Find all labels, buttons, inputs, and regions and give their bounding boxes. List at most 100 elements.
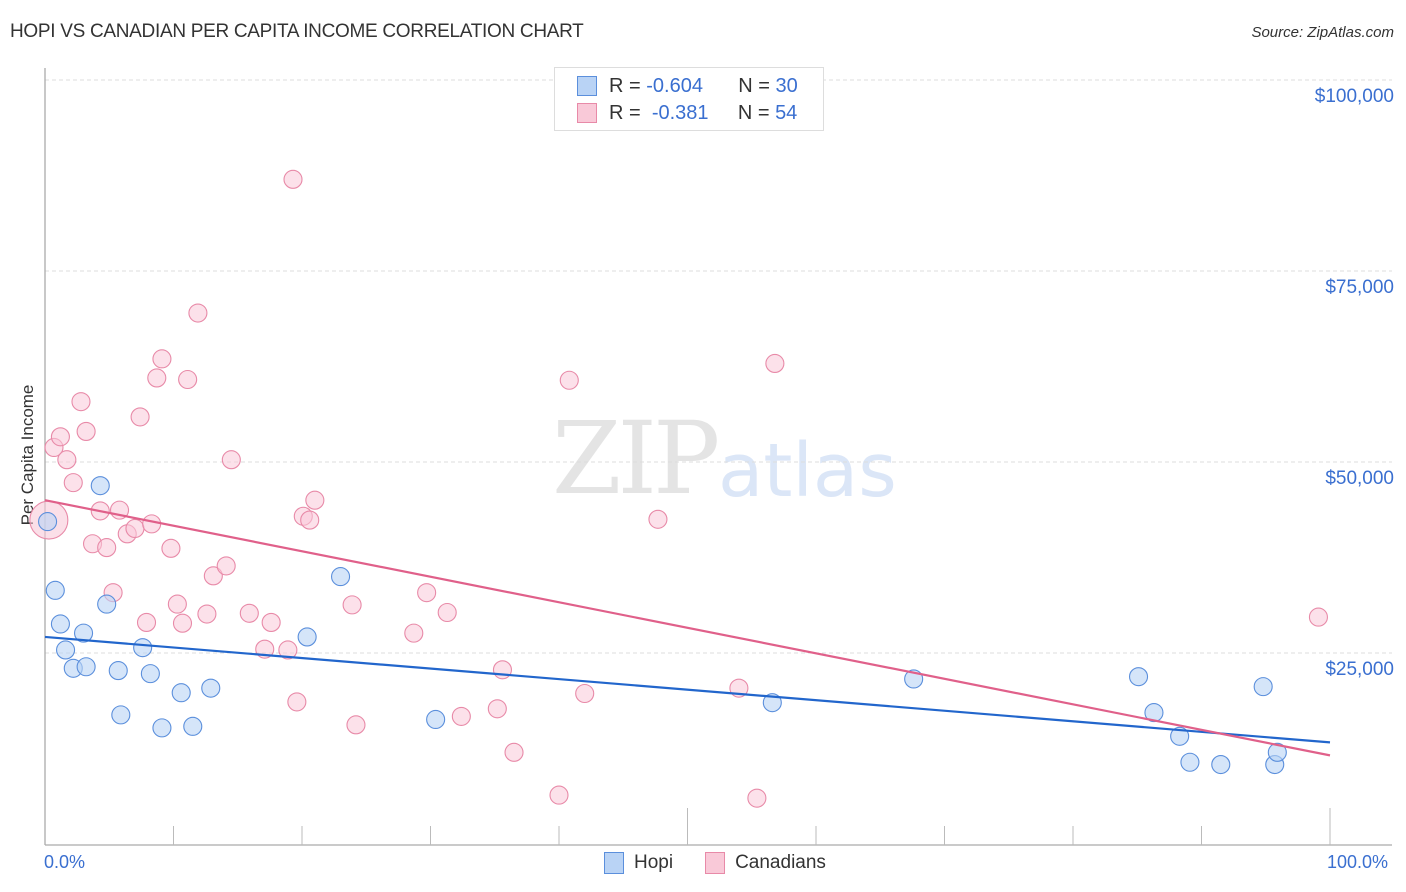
canadians-data-point	[167, 594, 187, 614]
hopi-data-point	[50, 614, 70, 634]
canadians-n-label: N =	[737, 101, 770, 124]
legend-row-canadians: R = -0.381 N = 54	[577, 101, 797, 125]
canadians-data-point	[216, 556, 236, 576]
canadians-data-point	[178, 369, 198, 390]
canadians-data-point	[125, 518, 145, 539]
hopi-data-point	[97, 594, 117, 614]
canadians-data-point	[747, 788, 767, 808]
canadians-data-point	[203, 566, 223, 586]
canadians-data-point	[147, 368, 167, 388]
canadians-data-point	[504, 742, 524, 762]
series-legend: Hopi Canadians	[604, 852, 826, 874]
canadians-data-point	[648, 509, 668, 529]
canadians-data-point	[63, 473, 83, 493]
hopi-r-value: -0.604	[646, 74, 703, 97]
canadians-data-point	[300, 510, 320, 530]
canadians-data-point	[346, 715, 366, 735]
canadians-trend-line	[44, 499, 1331, 757]
canadians-data-point	[239, 603, 259, 623]
canadians-data-point	[559, 370, 579, 390]
x-tick-max: 100.0%	[1327, 852, 1389, 872]
hopi-data-point	[1144, 703, 1164, 723]
trend-lines	[44, 499, 1331, 757]
y-tick-50000: $50,000	[1325, 468, 1394, 489]
hopi-data-point	[74, 623, 94, 643]
canadians-data-point	[765, 353, 785, 373]
watermark-zip: ZIP	[552, 400, 720, 517]
hopi-data-point	[152, 718, 172, 738]
legend-row-hopi: R = -0.604 N = 30	[577, 74, 798, 98]
hopi-data-point	[45, 580, 65, 600]
correlation-legend: R = -0.604 N = 30 R = -0.381 N = 54	[554, 67, 824, 131]
canadians-data-point	[278, 640, 298, 660]
hopi-legend-icon	[604, 852, 624, 874]
hopi-data-point	[108, 661, 128, 681]
source-label: Source: ZipAtlas.com	[1251, 24, 1394, 41]
canadians-r-value: -0.381	[651, 101, 709, 124]
gridlines	[45, 79, 1392, 654]
canadians-data-point	[161, 538, 181, 558]
hopi-points	[38, 476, 1287, 775]
canadians-data-point	[221, 450, 241, 470]
hopi-data-point	[1267, 742, 1287, 762]
canadians-data-point	[71, 392, 91, 412]
hopi-data-point	[1170, 726, 1190, 746]
canadians-data-point	[1308, 607, 1328, 627]
hopi-r-label: R =	[609, 74, 641, 97]
canadians-data-point	[404, 623, 424, 643]
canadians-data-point	[451, 706, 471, 726]
canadians-legend-icon	[705, 852, 726, 874]
hopi-data-point	[1253, 677, 1273, 697]
canadians-data-point	[76, 421, 96, 441]
canadians-r-label: R =	[609, 101, 641, 124]
canadians-n-value: 54	[775, 101, 798, 124]
canadians-data-point	[152, 349, 172, 369]
hopi-data-point	[330, 567, 351, 587]
hopi-data-point	[76, 657, 96, 677]
y-tick-100000: $100,000	[1314, 86, 1394, 107]
hopi-data-point	[38, 512, 58, 532]
y-tick-75000: $75,000	[1325, 277, 1394, 298]
hopi-data-point	[140, 664, 160, 684]
canadians-data-point	[97, 538, 117, 558]
hopi-data-point	[133, 638, 153, 658]
canadians-data-point	[417, 583, 437, 603]
chart-title: HOPI VS CANADIAN PER CAPITA INCOME CORRE…	[10, 21, 584, 42]
canadians-data-point	[575, 683, 595, 704]
hopi-n-label: N =	[738, 74, 770, 97]
hopi-data-point	[426, 709, 446, 730]
canadians-data-point	[342, 595, 362, 615]
hopi-data-point	[56, 640, 76, 660]
axes	[44, 68, 1392, 846]
canadians-data-point	[50, 427, 70, 447]
hopi-data-point	[1180, 752, 1200, 772]
legend-canadians-label: Canadians	[735, 852, 826, 873]
canadians-data-point	[197, 604, 217, 624]
hopi-data-point	[201, 678, 221, 698]
hopi-data-point	[90, 476, 110, 496]
hopi-data-point	[297, 627, 317, 647]
canadians-data-point	[437, 602, 457, 623]
hopi-n-value: 30	[775, 74, 798, 97]
y-tick-25000: $25,000	[1325, 659, 1394, 680]
watermark-atlas: atlas	[718, 428, 897, 514]
hopi-swatch-icon	[577, 76, 597, 96]
hopi-data-point	[183, 716, 203, 736]
canadians-data-point	[172, 613, 193, 633]
hopi-data-point	[762, 693, 782, 713]
canadians-data-point	[287, 692, 307, 712]
canadians-data-point	[57, 450, 77, 470]
canadians-points	[29, 169, 1328, 808]
canadians-data-point	[487, 699, 507, 719]
x-tick-min: 0.0%	[44, 852, 86, 872]
canadians-data-point	[130, 407, 150, 427]
hopi-trend-line	[44, 635, 1331, 744]
canadians-data-point	[305, 490, 325, 510]
hopi-data-point	[1211, 754, 1231, 775]
hopi-data-point	[111, 705, 131, 725]
canadians-data-point	[283, 169, 303, 189]
legend-hopi-label: Hopi	[634, 852, 674, 873]
canadians-data-point	[188, 303, 208, 323]
canadians-data-point	[136, 612, 157, 632]
